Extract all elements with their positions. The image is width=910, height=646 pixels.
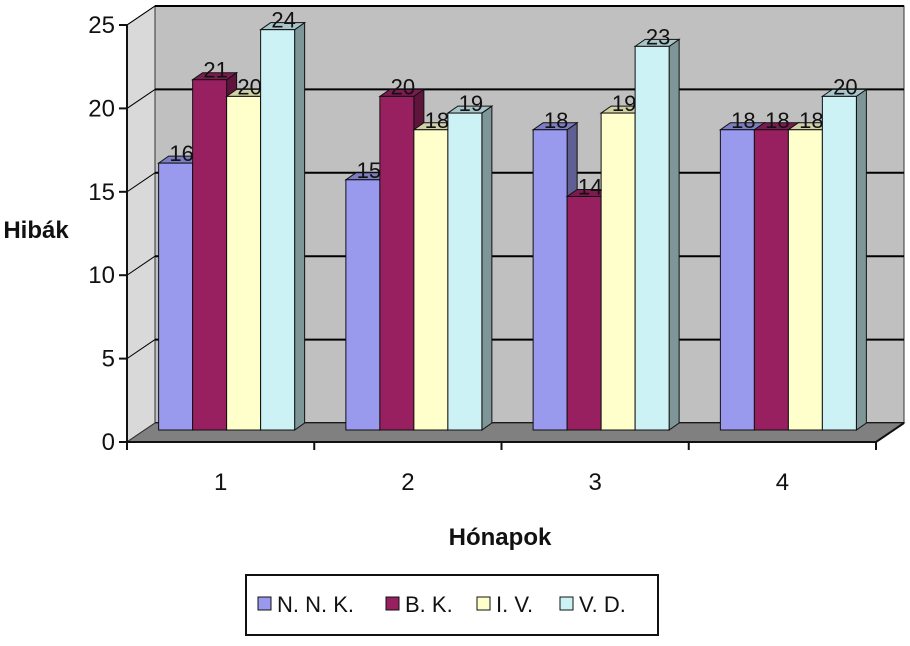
legend-swatch-1	[385, 596, 400, 611]
side-gridline-15	[126, 172, 156, 193]
bar-2-3	[787, 129, 823, 431]
data-label-1-3: 18	[765, 108, 789, 133]
x-tick-label-3: 3	[588, 469, 601, 496]
data-label-3-1: 19	[459, 91, 483, 116]
legend-label-1: B. K.	[405, 592, 453, 617]
legend-label-3: V. D.	[579, 592, 626, 617]
x-tick-label-2: 2	[401, 469, 414, 496]
side-gridline-25	[126, 5, 156, 26]
bars	[157, 21, 868, 431]
data-label-0-0: 16	[169, 141, 193, 166]
bar-side-3-1	[481, 105, 493, 431]
data-label-1-0: 21	[203, 58, 227, 83]
data-label-0-2: 18	[544, 108, 568, 133]
data-label-2-3: 18	[799, 108, 823, 133]
y-tick-label-20: 20	[88, 95, 115, 122]
side-gridline-20	[126, 88, 156, 109]
bar-2-1	[413, 129, 449, 431]
bar-side-3-2	[668, 38, 680, 431]
y-tick-label-15: 15	[88, 179, 115, 206]
bar-1-1	[379, 95, 415, 431]
bar-side-3-0	[294, 21, 306, 431]
data-label-2-0: 20	[237, 74, 261, 99]
data-label-3-3: 20	[833, 74, 857, 99]
y-tick-label-25: 25	[88, 12, 115, 39]
data-label-0-1: 15	[357, 158, 381, 183]
y-axis-title: Hibák	[3, 217, 69, 244]
floor-edge	[875, 422, 905, 443]
legend-box	[245, 574, 659, 636]
data-label-3-2: 23	[646, 24, 670, 49]
side-wall	[126, 5, 156, 443]
x-axis-title: Hónapok	[449, 524, 552, 551]
bar-0-3	[719, 129, 755, 431]
bar-side-3-3	[855, 88, 867, 431]
bar-2-2	[600, 112, 636, 431]
x-tick-label-1: 1	[214, 469, 227, 496]
bar-3-1	[447, 112, 483, 431]
side-gridline-10	[126, 255, 156, 276]
bar-3-0	[260, 29, 296, 431]
legend-label-2: I. V.	[496, 592, 533, 617]
data-labels: 16 21 20 24 15 20 18 19 18 14 19 23 18 18 18 20	[169, 8, 857, 200]
legend-label-0: N. N. K.	[277, 592, 354, 617]
data-label-1-2: 14	[578, 174, 602, 199]
legend-swatch-2	[476, 596, 491, 611]
bar-3-3	[821, 95, 857, 431]
bar-2-0	[226, 95, 262, 431]
y-tick-label-5: 5	[102, 346, 115, 373]
data-label-2-1: 18	[425, 108, 449, 133]
bar-0-2	[532, 129, 568, 431]
data-label-1-1: 20	[391, 74, 415, 99]
side-gridline-5	[126, 339, 156, 360]
data-label-0-3: 18	[731, 108, 755, 133]
bar-1-2	[566, 195, 602, 431]
legend: N. N. K. B. K. I. V. V. D.	[245, 574, 659, 636]
data-label-3-0: 24	[271, 8, 295, 33]
legend-swatch-3	[559, 596, 574, 611]
x-tick-label-4: 4	[776, 469, 789, 496]
bar-1-3	[753, 129, 789, 431]
y-tick-label-0: 0	[102, 429, 115, 456]
bar-0-1	[345, 179, 381, 431]
legend-swatch-0	[257, 596, 272, 611]
bar-3-2	[634, 45, 670, 431]
bar-0-0	[158, 162, 194, 431]
data-label-2-2: 19	[612, 91, 636, 116]
y-tick-label-10: 10	[88, 262, 115, 289]
bar-1-0	[192, 79, 228, 431]
